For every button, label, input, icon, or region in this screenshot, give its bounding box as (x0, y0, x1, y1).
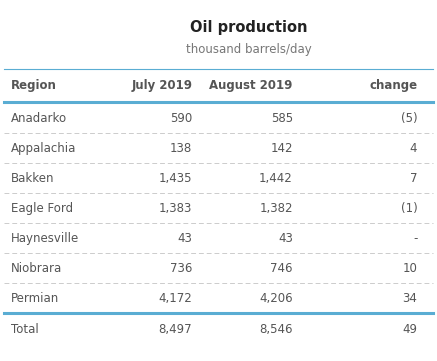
Text: Bakken: Bakken (11, 172, 55, 185)
Text: 4: 4 (410, 142, 417, 155)
Text: 10: 10 (402, 262, 417, 275)
Text: 1,435: 1,435 (159, 172, 192, 185)
Text: 142: 142 (271, 142, 293, 155)
Text: 590: 590 (170, 112, 192, 125)
Text: August 2019: August 2019 (209, 79, 293, 92)
Text: 1,383: 1,383 (159, 202, 192, 215)
Text: 1,382: 1,382 (259, 202, 293, 215)
Text: (5): (5) (401, 112, 417, 125)
Text: 49: 49 (402, 323, 417, 336)
Text: 585: 585 (271, 112, 293, 125)
Text: Oil production: Oil production (191, 20, 308, 35)
Text: Niobrara: Niobrara (11, 262, 62, 275)
Text: (1): (1) (401, 202, 417, 215)
Text: Haynesville: Haynesville (11, 232, 79, 245)
Text: 43: 43 (278, 232, 293, 245)
Text: 138: 138 (170, 142, 192, 155)
Text: July 2019: July 2019 (131, 79, 192, 92)
Text: Permian: Permian (11, 292, 59, 305)
Text: 736: 736 (170, 262, 192, 275)
Text: Region: Region (11, 79, 57, 92)
Text: 8,497: 8,497 (159, 323, 192, 336)
Text: 8,546: 8,546 (259, 323, 293, 336)
Text: change: change (369, 79, 417, 92)
Text: 4,172: 4,172 (159, 292, 192, 305)
Text: thousand barrels/day: thousand barrels/day (186, 43, 312, 56)
Text: 4,206: 4,206 (259, 292, 293, 305)
Text: 1,442: 1,442 (259, 172, 293, 185)
Text: Total: Total (11, 323, 39, 336)
Text: 7: 7 (410, 172, 417, 185)
Text: Appalachia: Appalachia (11, 142, 76, 155)
Text: -: - (413, 232, 417, 245)
Text: 746: 746 (271, 262, 293, 275)
Text: Eagle Ford: Eagle Ford (11, 202, 73, 215)
Text: 43: 43 (177, 232, 192, 245)
Text: Anadarko: Anadarko (11, 112, 67, 125)
Text: 34: 34 (402, 292, 417, 305)
